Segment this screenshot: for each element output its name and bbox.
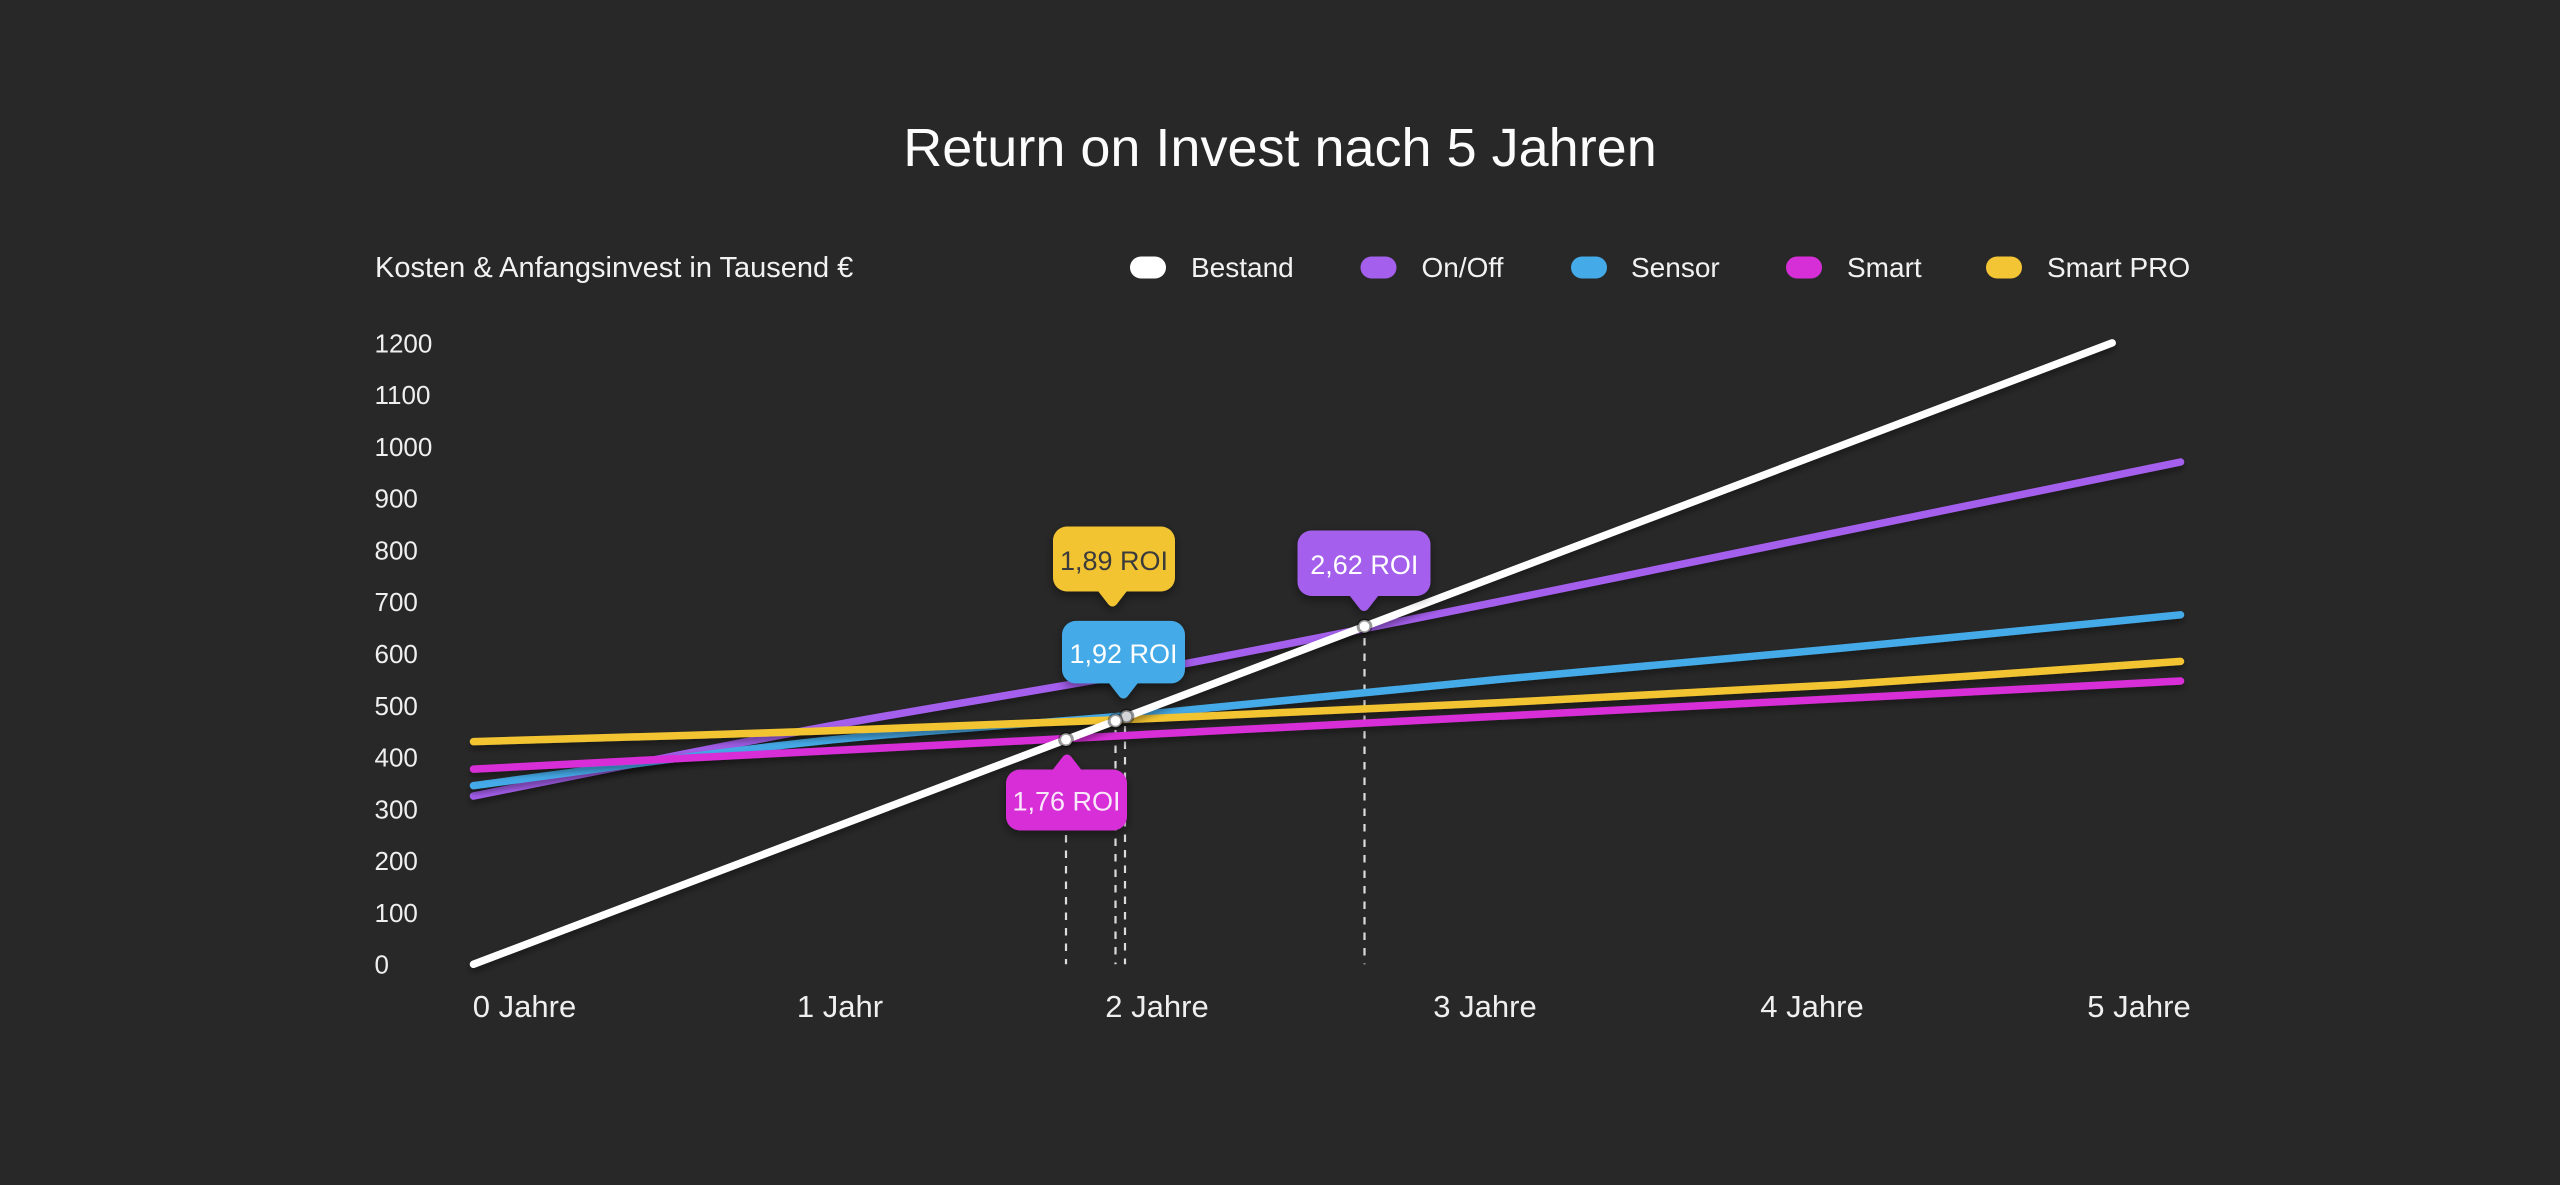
svg-text:1,92 ROI: 1,92 ROI (1069, 639, 1177, 669)
svg-text:1,76 ROI: 1,76 ROI (1012, 787, 1120, 817)
svg-text:100: 100 (375, 898, 418, 928)
svg-text:Sensor: Sensor (1631, 252, 1720, 283)
svg-text:300: 300 (375, 794, 418, 824)
svg-text:500: 500 (375, 691, 418, 721)
svg-text:600: 600 (375, 639, 418, 669)
svg-text:5 Jahre: 5 Jahre (2087, 989, 2190, 1024)
svg-text:1000: 1000 (375, 432, 433, 462)
svg-text:800: 800 (375, 536, 418, 566)
svg-text:Smart: Smart (1847, 252, 1922, 283)
svg-text:1200: 1200 (375, 328, 433, 358)
svg-text:0 Jahre: 0 Jahre (473, 989, 576, 1024)
svg-text:1,89 ROI: 1,89 ROI (1060, 546, 1168, 576)
svg-text:1 Jahr: 1 Jahr (797, 989, 883, 1024)
svg-text:0: 0 (375, 950, 389, 980)
svg-text:700: 700 (375, 587, 418, 617)
svg-text:Bestand: Bestand (1191, 252, 1294, 283)
svg-text:200: 200 (375, 846, 418, 876)
svg-text:400: 400 (375, 743, 418, 773)
svg-text:3 Jahre: 3 Jahre (1433, 989, 1536, 1024)
svg-text:900: 900 (375, 484, 418, 514)
svg-text:2,62 ROI: 2,62 ROI (1310, 550, 1418, 580)
svg-text:Kosten & Anfangsinvest in Taus: Kosten & Anfangsinvest in Tausend € (375, 252, 853, 284)
svg-text:4 Jahre: 4 Jahre (1760, 989, 1863, 1024)
svg-text:2 Jahre: 2 Jahre (1105, 989, 1208, 1024)
svg-text:On/Off: On/Off (1422, 252, 1504, 283)
svg-text:Return on Invest nach 5 Jahren: Return on Invest nach 5 Jahren (903, 118, 1656, 178)
svg-text:1100: 1100 (375, 380, 431, 410)
svg-text:Smart PRO: Smart PRO (2047, 252, 2190, 283)
